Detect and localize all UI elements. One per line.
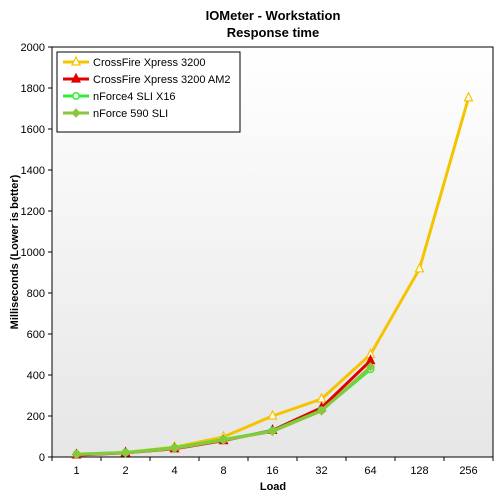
x-tick-label: 16 xyxy=(266,465,278,477)
y-axis: 0 200 400 600 800 1000 1200 1400 1600 1800 2000 xyxy=(21,42,52,464)
x-tick-label: 1 xyxy=(73,465,79,477)
x-tick-label: 8 xyxy=(220,465,226,477)
legend-marker xyxy=(71,72,81,83)
legend-box xyxy=(56,51,241,133)
legend-marker xyxy=(72,92,80,100)
chart-subtitle: Response time xyxy=(227,25,319,40)
data-point xyxy=(267,409,278,420)
y-tick-label: 1000 xyxy=(21,247,45,259)
data-point xyxy=(316,406,327,416)
data-point xyxy=(120,448,131,458)
y-tick-label: 2000 xyxy=(21,42,45,54)
legend-label: nForce4 SLI X16 xyxy=(93,91,176,103)
y-tick-label: 1200 xyxy=(21,206,45,218)
x-axis: 1 2 4 8 16 32 64 128 256 xyxy=(51,457,494,477)
x-tick-label: 128 xyxy=(410,465,428,477)
chart-title: IOMeter - Workstation xyxy=(206,8,341,23)
series-4 xyxy=(71,362,376,460)
x-tick-label: 32 xyxy=(315,465,327,477)
data-point xyxy=(71,449,82,460)
y-axis-label: Milliseconds (Lower is better) xyxy=(9,174,21,329)
y-tick-label: 600 xyxy=(27,329,45,341)
x-tick-label: 4 xyxy=(171,465,177,477)
legend-marker xyxy=(71,108,81,118)
y-tick-label: 200 xyxy=(27,411,45,423)
data-point xyxy=(414,262,425,273)
x-tick-label: 256 xyxy=(459,465,477,477)
legend-label: CrossFire Xpress 3200 xyxy=(93,57,206,69)
legend-label: nForce 590 SLI xyxy=(93,108,168,120)
y-tick-label: 400 xyxy=(27,370,45,382)
legend: CrossFire Xpress 3200 CrossFire Xpress 32… xyxy=(56,51,241,133)
y-tick-label: 1400 xyxy=(21,165,45,177)
y-tick-label: 1600 xyxy=(21,124,45,136)
y-tick-label: 800 xyxy=(27,288,45,300)
data-point xyxy=(267,426,278,437)
y-tick-label: 1800 xyxy=(21,83,45,95)
legend-label: CrossFire Xpress 3200 AM2 xyxy=(93,74,231,86)
y-tick-label: 0 xyxy=(39,452,45,464)
x-tick-label: 64 xyxy=(364,465,376,477)
legend-marker xyxy=(71,55,81,66)
series-layer xyxy=(71,91,474,460)
data-point xyxy=(169,443,180,454)
data-point xyxy=(365,362,376,372)
data-point xyxy=(463,91,474,102)
data-point xyxy=(218,435,229,445)
x-axis-label: Load xyxy=(260,481,286,493)
x-tick-label: 2 xyxy=(122,465,128,477)
